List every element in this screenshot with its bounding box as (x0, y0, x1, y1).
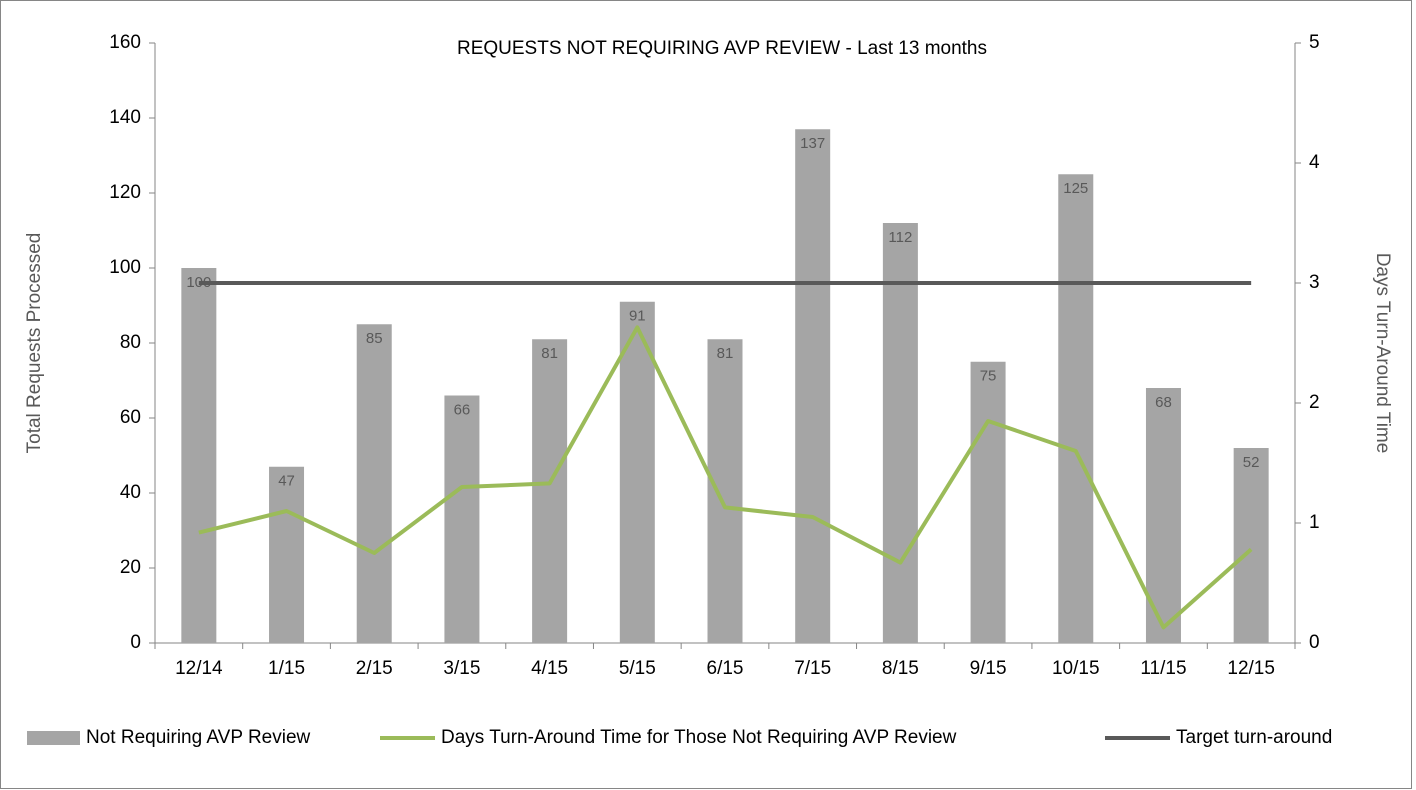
y-axis-label: Total Requests Processed (24, 233, 45, 454)
data-label: 137 (800, 135, 825, 152)
line-series (198, 325, 1253, 630)
x-tick-label: 7/15 (794, 658, 831, 679)
y2-tick-label: 5 (1309, 32, 1320, 53)
y2-tick-label: 2 (1309, 392, 1320, 413)
y-tick-label: 120 (109, 182, 141, 203)
legend-swatch (27, 731, 80, 745)
y-tick-label: 40 (120, 482, 141, 503)
x-tick-label: 6/15 (707, 658, 744, 679)
data-label: 68 (1155, 394, 1172, 411)
x-tick-label: 4/15 (531, 658, 568, 679)
chart-title: REQUESTS NOT REQUIRING AVP REVIEW - Last… (457, 38, 987, 59)
x-tick-label: 2/15 (356, 658, 393, 679)
data-label: 52 (1243, 454, 1260, 471)
y2-tick-label: 3 (1309, 272, 1320, 293)
bar (1233, 448, 1269, 643)
y-tick-label: 0 (130, 632, 141, 653)
bar (269, 466, 305, 643)
y2-tick-label: 1 (1309, 512, 1320, 533)
data-label: 75 (980, 368, 997, 385)
x-tick-label: 5/15 (619, 658, 656, 679)
data-label: 47 (278, 473, 295, 490)
y2-tick-label: 0 (1309, 632, 1320, 653)
bar (444, 395, 480, 643)
y-tick-label: 100 (109, 257, 141, 278)
x-tick-label: 1/15 (268, 658, 305, 679)
data-label: 91 (629, 308, 646, 325)
data-label: 85 (366, 330, 383, 347)
x-tick-label: 11/15 (1140, 658, 1186, 679)
y-tick-label: 160 (109, 32, 141, 53)
legend-label: Target turn-around (1176, 727, 1332, 748)
y-tick-label: 80 (120, 332, 141, 353)
legend-label: Days Turn-Around Time for Those Not Requ… (441, 727, 957, 748)
data-label: 66 (454, 401, 471, 418)
bar (970, 361, 1006, 643)
data-label: 81 (541, 345, 558, 362)
x-tick-label: 12/14 (175, 658, 223, 679)
y2-tick-label: 4 (1309, 152, 1320, 173)
bar (181, 268, 217, 643)
bar (795, 129, 831, 643)
data-label: 112 (888, 229, 912, 246)
x-tick-label: 3/15 (443, 658, 480, 679)
y-tick-label: 60 (120, 407, 141, 428)
bar (356, 324, 392, 643)
bar (882, 223, 918, 643)
bar (619, 301, 655, 643)
bar (1058, 174, 1094, 643)
data-label: 81 (717, 345, 734, 362)
x-tick-label: 12/15 (1227, 658, 1275, 679)
bar (707, 339, 743, 643)
bar (532, 339, 568, 643)
data-label: 125 (1063, 180, 1088, 197)
x-tick-label: 9/15 (970, 658, 1007, 679)
y-tick-label: 140 (109, 107, 141, 128)
x-tick-label: 10/15 (1052, 658, 1100, 679)
y-tick-label: 20 (120, 557, 141, 578)
y2-axis-label: Days Turn-Around Time (1372, 253, 1393, 454)
x-tick-label: 8/15 (882, 658, 919, 679)
legend-label: Not Requiring AVP Review (86, 727, 311, 748)
